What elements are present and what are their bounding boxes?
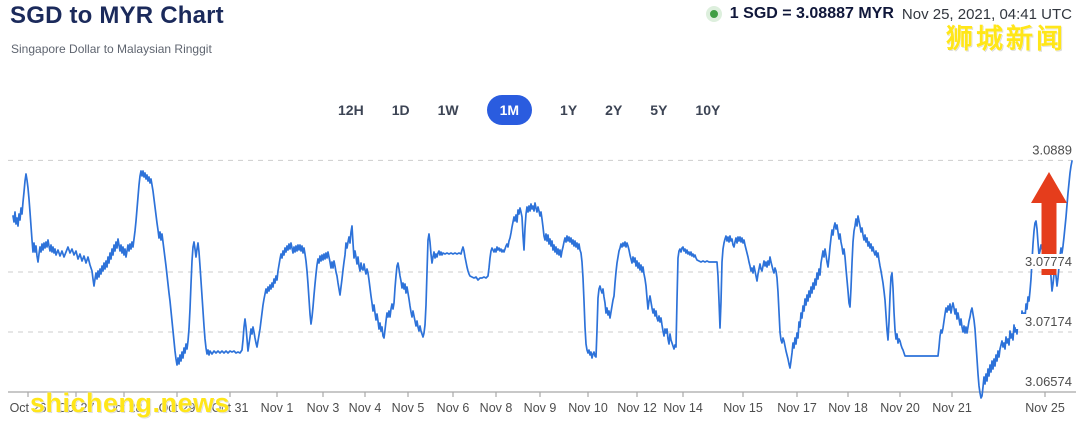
y-axis-label: 3.06574: [1025, 374, 1072, 389]
x-axis-label: Nov 10: [568, 401, 608, 415]
x-axis-label: Nov 9: [524, 401, 557, 415]
page-subtitle: Singapore Dollar to Malaysian Ringgit: [11, 42, 212, 56]
y-axis-label: 3.07774: [1025, 254, 1072, 269]
x-axis-label: Nov 1: [261, 401, 294, 415]
x-axis-label: Nov 5: [392, 401, 425, 415]
x-axis-label: Nov 15: [723, 401, 763, 415]
range-button-1w[interactable]: 1W: [437, 102, 459, 118]
x-axis-label: Oct 29: [159, 401, 196, 415]
live-rate-timestamp: Nov 25, 2021, 04:41 UTC: [901, 5, 1072, 23]
x-axis-label: Oct 31: [212, 401, 249, 415]
live-rate-row: 1 SGD = 3.08887 MYR Nov 25, 2021, 04:41 …: [705, 5, 1072, 23]
live-indicator-dot-icon: [705, 6, 722, 22]
range-button-12h[interactable]: 12H: [338, 102, 364, 118]
x-axis-label: Nov 20: [880, 401, 920, 415]
range-button-2y[interactable]: 2Y: [605, 102, 623, 118]
live-rate-value: 1 SGD = 3.08887 MYR: [729, 5, 894, 22]
y-axis-label: 3.07174: [1025, 314, 1072, 329]
time-range-selector: 12H 1D 1W 1M 1Y 2Y 5Y 10Y: [338, 95, 720, 125]
x-axis-label: Nov 6: [437, 401, 470, 415]
range-button-5y[interactable]: 5Y: [650, 102, 668, 118]
x-axis-label: Oct 26: [10, 401, 47, 415]
x-axis-label: Nov 25: [1025, 401, 1065, 415]
x-axis-label: Nov 21: [932, 401, 972, 415]
x-axis-label: Nov 18: [828, 401, 868, 415]
x-axis-label: Nov 17: [777, 401, 817, 415]
y-label-backing: [1016, 314, 1074, 329]
x-axis-label: Nov 8: [480, 401, 513, 415]
x-axis-label: Nov 12: [617, 401, 657, 415]
range-button-1m[interactable]: 1M: [486, 95, 533, 125]
y-label-backing: [1016, 254, 1074, 269]
y-label-backing: [1016, 374, 1074, 389]
x-axis-label: Nov 4: [349, 401, 382, 415]
y-label-backing: [1016, 142, 1074, 158]
surge-arrow-icon: [1031, 172, 1067, 275]
rate-line-series: [12, 160, 1073, 399]
range-button-1y[interactable]: 1Y: [560, 102, 578, 118]
x-axis-label: Oct 28: [106, 401, 143, 415]
page-title: SGD to MYR Chart: [10, 2, 224, 29]
range-button-10y[interactable]: 10Y: [695, 102, 721, 118]
x-axis-label: Nov 3: [307, 401, 340, 415]
range-button-1d[interactable]: 1D: [391, 102, 410, 118]
x-axis-label: Oct 27: [58, 401, 95, 415]
x-axis-label: Nov 14: [663, 401, 703, 415]
y-axis-label: 3.0889: [1032, 142, 1072, 157]
